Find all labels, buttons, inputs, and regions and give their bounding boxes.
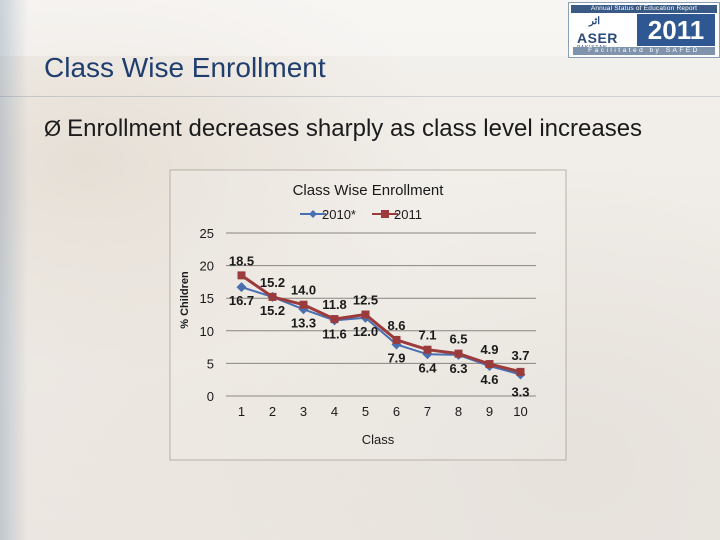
x-tick-label: 10 [513,404,527,419]
data-label: 6.5 [449,332,467,347]
bullet-text: Enrollment decreases sharply as class le… [67,115,643,142]
legend-marker [381,210,389,218]
data-point [485,360,494,369]
logo-aser-text: ASER [577,30,618,46]
data-label: 15.2 [260,303,285,318]
data-label: 12.5 [353,293,378,308]
data-point [423,345,432,354]
data-label: 15.2 [260,275,285,290]
data-point [361,310,370,319]
x-tick-label: 7 [424,404,431,419]
data-point [268,292,277,301]
y-axis-label: % Children [179,271,191,329]
chart-legend: 2010* 2011 [300,207,422,222]
legend-label: 2010* [322,207,356,222]
slide-title: Class Wise Enrollment [44,52,326,83]
series-line [241,286,521,376]
x-tick-label: 9 [486,404,493,419]
logo-report-title: Annual Status of Education Report [571,5,717,13]
data-label: 4.9 [480,342,498,357]
x-axis-label: Class [362,432,395,447]
x-tick-label: 4 [331,404,338,419]
data-point [454,349,463,358]
data-label: 3.7 [511,348,529,363]
logo-urdu-text: اثر [589,16,601,27]
y-tick-label: 15 [200,291,214,306]
data-label: 8.6 [387,318,405,333]
data-label: 7.1 [418,328,436,343]
data-point [236,282,247,293]
data-label: 11.8 [322,297,347,312]
bullet-arrow-icon: Ø [44,116,62,141]
data-label: 4.6 [480,372,498,387]
data-point [392,335,401,344]
y-tick-label: 20 [200,259,214,274]
data-label: 6.3 [449,361,467,376]
data-label: 12.0 [353,324,378,339]
data-point [516,367,525,376]
x-tick-label: 3 [300,404,307,419]
title-divider [0,96,720,97]
x-tick-label: 6 [393,404,400,419]
data-label: 16.7 [229,293,254,308]
series-line [240,274,521,374]
data-point [330,315,339,324]
y-tick-label: 0 [207,389,214,404]
data-point [299,300,308,309]
x-tick-label: 5 [362,404,369,419]
bullet-point: Ø Enrollment decreases sharply as class l… [44,115,642,143]
logo-facilitated: Facilitated by SAFED [573,47,715,55]
legend-label: 2011 [394,207,422,222]
x-tick-label: 1 [238,404,245,419]
x-tick-label: 2 [269,404,276,419]
data-labels: 16.7 15.2 13.3 11.6 12.0 7.9 6.4 6.3 4.6 3.3 18.5 1… [229,253,530,399]
data-label: 13.3 [291,315,316,330]
x-axis-ticks: 1 2 3 4 5 6 7 8 9 10 [238,404,528,419]
data-label: 11.6 [322,326,347,341]
data-label: 6.4 [418,360,437,375]
aser-logo: Annual Status of Education Report اثر AS… [568,2,720,58]
y-tick-label: 25 [200,226,214,241]
x-tick-label: 8 [455,404,462,419]
data-label: 7.9 [387,350,405,365]
y-tick-label: 5 [207,356,214,371]
data-point [237,271,246,280]
data-label: 18.5 [229,253,254,268]
y-axis-ticks: 0 5 10 15 20 25 [200,226,214,404]
legend-marker [309,210,317,218]
y-tick-label: 10 [200,324,214,339]
logo-year: 2011 [637,14,715,46]
data-label: 3.3 [511,384,529,399]
data-label: 14.0 [291,283,316,298]
chart-series [236,271,526,380]
chart-title: Class Wise Enrollment [293,182,445,199]
left-accent-bar [0,0,28,540]
